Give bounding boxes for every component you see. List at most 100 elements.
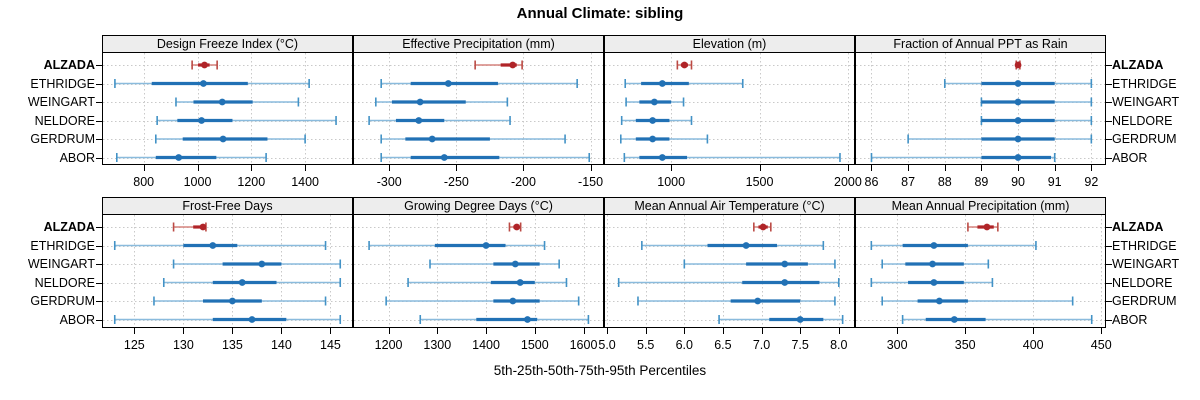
panel-strip: Mean Annual Air Temperature (°C) xyxy=(604,197,855,214)
series-abor xyxy=(718,315,844,324)
x-tick-label: 450 xyxy=(1090,338,1112,352)
row-label-left-abor: ABOR xyxy=(59,312,95,327)
panel-plot xyxy=(854,213,1112,334)
median-dot xyxy=(201,61,208,69)
panel-plot xyxy=(854,51,1112,171)
x-tick-label: 125 xyxy=(123,338,145,352)
series-weingart xyxy=(429,259,560,269)
median-dot xyxy=(658,80,666,87)
row-label-left-alzada: ALZADA xyxy=(43,58,95,72)
series-ethridge xyxy=(641,241,825,250)
median-dot xyxy=(1014,98,1022,106)
median-dot xyxy=(681,61,688,69)
median-dot xyxy=(229,297,236,305)
row-label-left-weingart: WEINGART xyxy=(27,257,95,271)
x-tick-label: -300 xyxy=(376,175,402,189)
x-tick-label: 1000 xyxy=(183,175,212,189)
x-tick-label: 1400 xyxy=(291,175,320,189)
x-tick-label: 300 xyxy=(886,338,908,352)
x-tick-label: 130 xyxy=(172,338,194,352)
median-dot xyxy=(929,260,936,268)
x-tick-label: 8.0 xyxy=(830,338,848,352)
series-gerdrum xyxy=(907,134,1093,144)
series-neldore xyxy=(617,278,840,287)
series-alzada xyxy=(172,222,207,232)
x-tick-label: 90 xyxy=(1011,175,1025,189)
median-dot xyxy=(482,242,490,249)
panel-title: Mean Annual Air Temperature (°C) xyxy=(634,199,825,213)
x-tick-label: 140 xyxy=(270,338,292,352)
median-dot xyxy=(219,135,227,143)
panel-plot xyxy=(96,51,354,171)
median-dot xyxy=(781,260,789,268)
median-dot xyxy=(1014,154,1022,161)
median-dot xyxy=(199,223,207,231)
row-label-left-neldore: NELDORE xyxy=(34,275,95,290)
series-weingart xyxy=(175,97,300,107)
row-label-right-gerdrum: GERDRUM xyxy=(1112,294,1177,308)
x-tick-label: 145 xyxy=(320,338,341,352)
series-gerdrum xyxy=(881,296,1074,306)
series-ethridge xyxy=(368,241,546,250)
row-label-left-weingart: WEINGART xyxy=(27,95,95,109)
series-alzada xyxy=(676,60,693,70)
series-weingart xyxy=(683,259,836,269)
series-ethridge xyxy=(624,79,744,88)
median-dot xyxy=(754,297,762,305)
x-tick-label: 800 xyxy=(133,175,155,189)
series-neldore xyxy=(407,278,568,287)
series-abor xyxy=(901,315,1093,324)
series-abor xyxy=(113,315,342,324)
series-alzada xyxy=(508,222,522,232)
median-dot xyxy=(509,297,517,305)
panel-strip: Mean Annual Precipitation (mm) xyxy=(855,197,1106,214)
x-tick-label: 87 xyxy=(901,175,916,189)
median-dot xyxy=(198,117,205,124)
row-label-right-weingart: WEINGART xyxy=(1112,257,1180,271)
x-tick-label: 5.5 xyxy=(637,338,655,352)
series-weingart xyxy=(980,97,1093,107)
series-neldore xyxy=(870,278,994,287)
x-tick-label: 1000 xyxy=(657,175,686,189)
row-label-right-weingart: WEINGART xyxy=(1112,95,1180,109)
panel-title: Effective Precipitation (mm) xyxy=(402,37,555,51)
median-dot xyxy=(248,316,256,323)
panel-title: Design Freeze Index (°C) xyxy=(156,37,299,51)
x-tick-label: 350 xyxy=(954,338,976,352)
series-weingart xyxy=(625,97,685,107)
row-label-right-abor: ABOR xyxy=(1112,150,1148,165)
series-gerdrum xyxy=(155,134,306,144)
x-tick-label: 1200 xyxy=(237,175,266,189)
series-weingart xyxy=(881,259,990,269)
panel-plot xyxy=(352,51,605,171)
panel-strip: Effective Precipitation (mm) xyxy=(353,35,604,52)
x-tick-label: 1500 xyxy=(745,175,774,189)
series-weingart xyxy=(172,259,342,269)
row-label-right-alzada: ALZADA xyxy=(1112,220,1164,234)
panel-title: Growing Degree Days (°C) xyxy=(404,199,553,213)
panel-title: Elevation (m) xyxy=(692,37,767,51)
median-dot xyxy=(658,154,666,161)
panel-title: Mean Annual Precipitation (mm) xyxy=(891,199,1070,213)
series-gerdrum xyxy=(619,134,709,144)
panel-strip: Fraction of Annual PPT as Rain xyxy=(855,35,1106,52)
series-abor xyxy=(380,153,591,162)
series-gerdrum xyxy=(385,296,580,306)
x-tick-label: 2000 xyxy=(834,175,862,189)
median-dot xyxy=(796,316,804,323)
panel-plot xyxy=(603,51,856,171)
panel-strip: Elevation (m) xyxy=(604,35,855,52)
median-dot xyxy=(258,260,266,268)
x-tick-label: 7.5 xyxy=(791,338,809,352)
x-tick-label: -250 xyxy=(443,175,469,189)
row-label-right-abor: ABOR xyxy=(1112,312,1148,327)
row-label-left-ethridge: ETHRIDGE xyxy=(30,76,95,91)
series-gerdrum xyxy=(637,296,836,306)
series-ethridge xyxy=(380,79,578,88)
row-label-left-gerdrum: GERDRUM xyxy=(30,132,95,146)
row-label-right-neldore: NELDORE xyxy=(1112,113,1173,128)
x-tick-label: 5.0 xyxy=(598,338,616,352)
series-abor xyxy=(870,153,1056,162)
median-dot xyxy=(649,117,657,124)
median-dot xyxy=(759,223,767,231)
